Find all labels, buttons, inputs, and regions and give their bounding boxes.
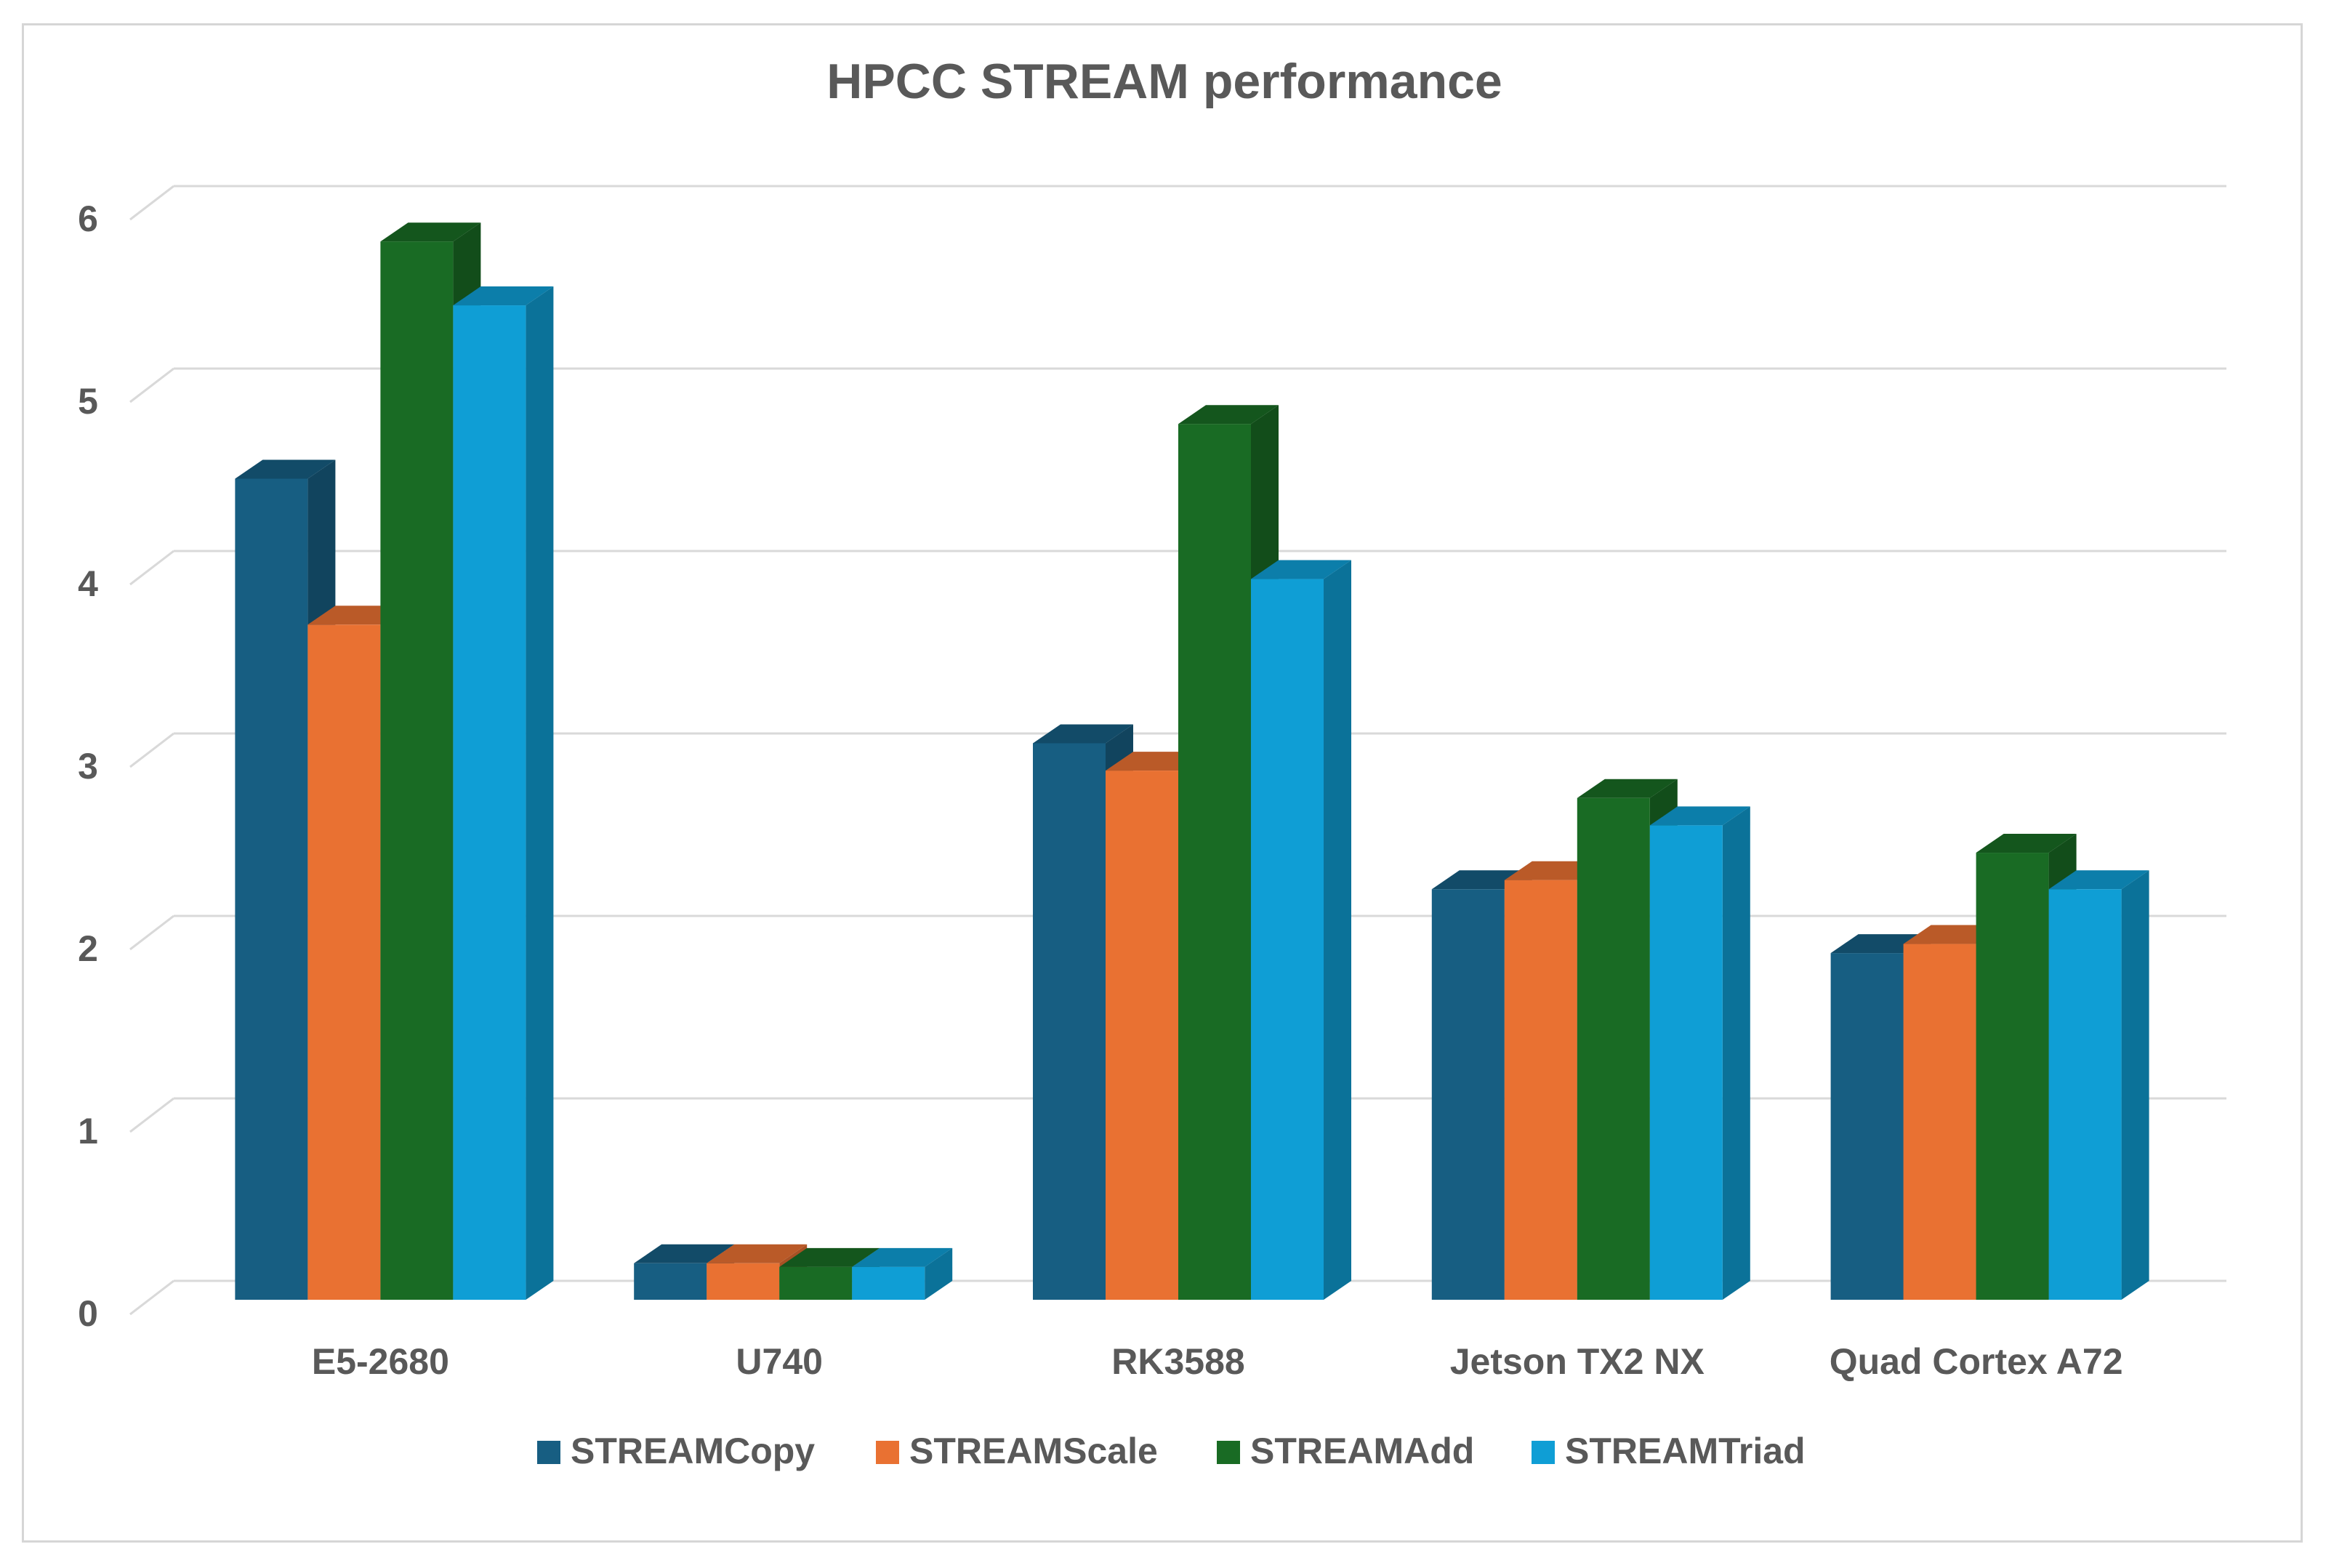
legend-label: STREAMAdd [1250, 1431, 1474, 1471]
bar [453, 286, 554, 1300]
y-tick-label: 4 [78, 563, 98, 604]
bar-top [1577, 779, 1678, 798]
bar-front [453, 305, 526, 1300]
y-tick-label: 5 [78, 381, 98, 422]
chart-title: HPCC STREAM performance [826, 54, 1502, 109]
bar-side [2121, 870, 2149, 1300]
bar [852, 1247, 953, 1300]
bar-group [634, 1244, 953, 1300]
x-tick-label: Jetson TX2 NX [1450, 1341, 1705, 1382]
bar-top [1178, 405, 1279, 425]
legend-item: STREAMScale [876, 1431, 1158, 1471]
chart-frame: HPCC STREAM performance 0 1 2 3 4 5 6 E5-2680 U… [22, 23, 2303, 1543]
bar-top [1251, 560, 1351, 579]
bars [235, 222, 2149, 1300]
x-tick-label: U740 [736, 1341, 823, 1382]
legend-item: STREAMTriad [1532, 1431, 1806, 1471]
bar-group [1431, 779, 1750, 1300]
bar-front [380, 241, 454, 1300]
y-tick-label: 2 [78, 928, 98, 969]
bar-front [1033, 743, 1106, 1300]
bar-front [707, 1263, 780, 1300]
bar-top [1649, 806, 1750, 826]
gridline-diagonal [129, 367, 174, 403]
bar-front [1251, 579, 1324, 1300]
bar-top [235, 459, 336, 479]
gridline-diagonal [129, 732, 174, 768]
x-tick-label: E5-2680 [312, 1341, 449, 1382]
bar-top [2048, 870, 2149, 890]
bar-side [526, 286, 554, 1300]
x-tick-label: Quad Cortex A72 [1830, 1341, 2123, 1382]
bar-top [1033, 724, 1133, 744]
bar-top [1976, 834, 2077, 853]
bar-top [779, 1247, 880, 1267]
bar [1649, 806, 1750, 1300]
bar-front [307, 624, 381, 1300]
bar [2048, 870, 2149, 1300]
x-axis-categories: E5-2680 U740 RK3588 Jetson TX2 NX Quad Corte… [312, 1341, 2123, 1382]
gridline-diagonal [129, 1097, 174, 1133]
bar-group [1033, 405, 1351, 1300]
bar-front [1649, 825, 1723, 1300]
bar-side [1324, 560, 1351, 1300]
bar-front [2048, 889, 2122, 1300]
bar-top [453, 286, 554, 306]
gridline-diagonal [129, 185, 174, 221]
y-tick-label: 3 [78, 746, 98, 787]
bar-front [1577, 797, 1650, 1300]
legend-label: STREAMScale [909, 1431, 1158, 1471]
y-tick-label: 6 [78, 198, 98, 239]
bar-front [1830, 953, 1904, 1300]
bar-front [1504, 880, 1577, 1300]
chart-svg: HPCC STREAM performance 0 1 2 3 4 5 6 E5-2680 U… [78, 54, 2226, 1471]
x-tick-label: RK3588 [1111, 1341, 1244, 1382]
legend-swatch [1217, 1441, 1240, 1464]
bar-front [852, 1266, 925, 1300]
bar [1251, 560, 1351, 1300]
bar-top [634, 1244, 735, 1263]
gridline-diagonal [129, 550, 174, 586]
legend-swatch [876, 1441, 899, 1464]
bar-front [1903, 944, 1976, 1300]
legend-swatch [537, 1441, 560, 1464]
bar-group [235, 222, 554, 1300]
gridline-diagonal [129, 1279, 174, 1316]
legend: STREAMCopy STREAMScale STREAMAdd STREAMTria… [537, 1431, 1806, 1471]
bar-front [779, 1266, 853, 1300]
bar-front [634, 1263, 707, 1300]
bar-front [235, 478, 308, 1300]
y-tick-label: 0 [78, 1293, 98, 1334]
legend-label: STREAMTriad [1565, 1431, 1806, 1471]
y-axis-ticks: 0 1 2 3 4 5 6 [78, 198, 98, 1334]
bar-side [1722, 806, 1750, 1300]
legend-item: STREAMAdd [1217, 1431, 1474, 1471]
bar-front [1106, 771, 1178, 1300]
bar-side [925, 1247, 953, 1300]
bar-group [1830, 834, 2149, 1300]
gridline-diagonal [129, 914, 174, 951]
legend-label: STREAMCopy [571, 1431, 815, 1471]
bar-front [1431, 889, 1505, 1300]
bar-top [380, 222, 481, 242]
bar-front [1178, 424, 1251, 1300]
legend-item: STREAMCopy [537, 1431, 815, 1471]
legend-swatch [1532, 1441, 1555, 1464]
y-tick-label: 1 [78, 1111, 98, 1151]
bar-top [707, 1244, 808, 1263]
bar-top [852, 1247, 953, 1267]
bar-front [1976, 853, 2049, 1300]
